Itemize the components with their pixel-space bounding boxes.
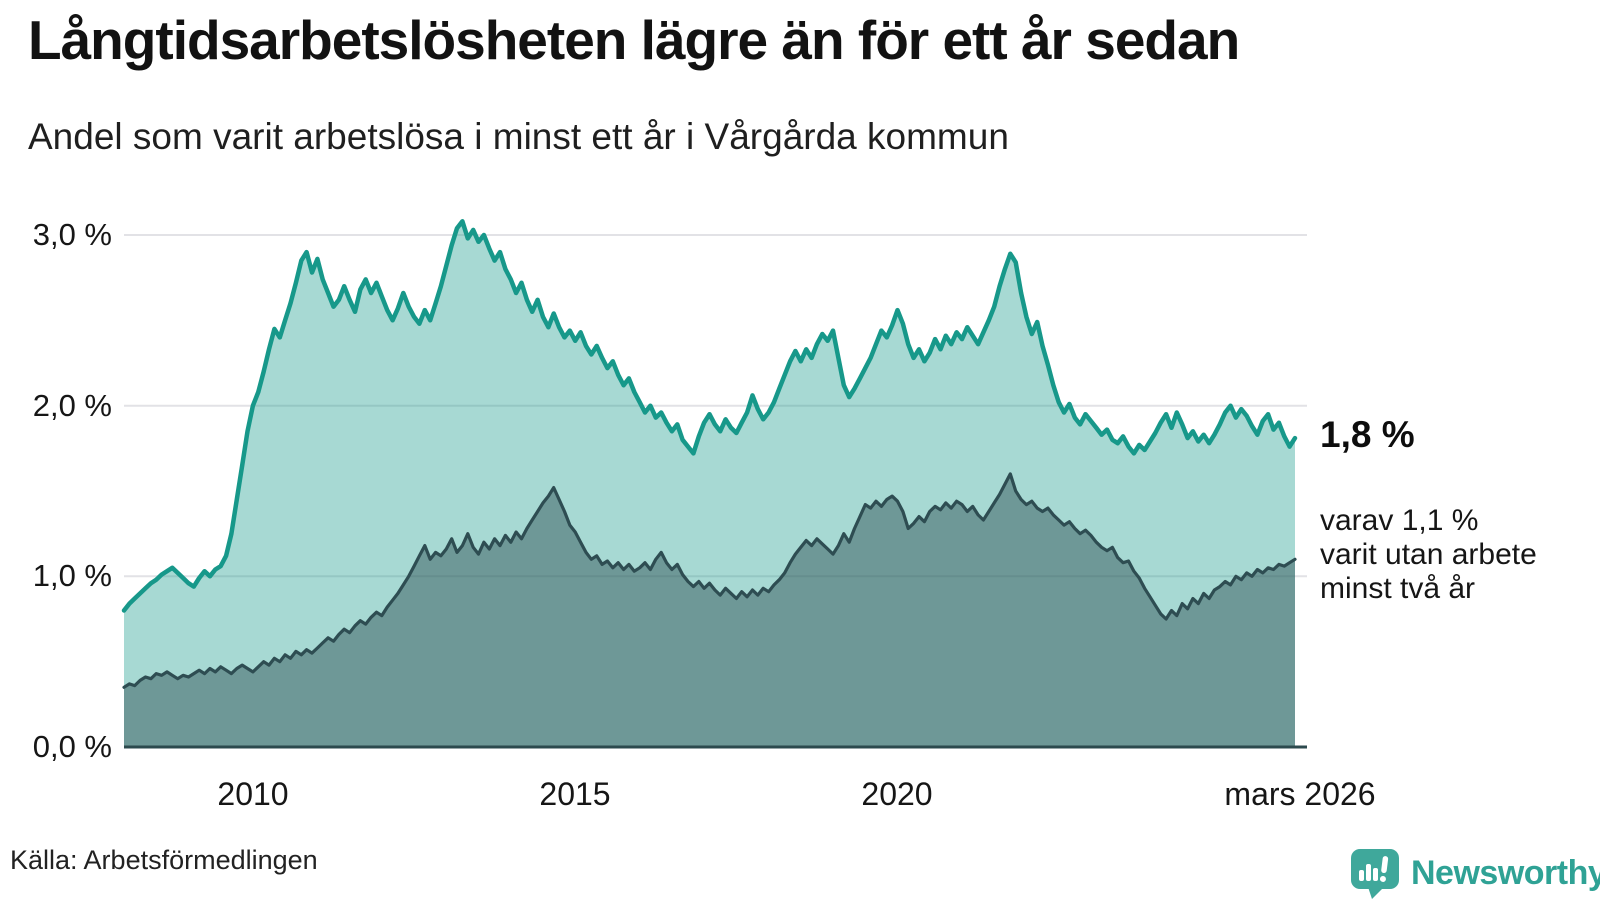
newsworthy-logo: Newsworthy <box>1348 846 1600 900</box>
y-axis-tick-2: 2,0 % <box>32 388 112 423</box>
x-axis-tick-mars-2026: mars 2026 <box>1224 776 1376 812</box>
line-two-year <box>122 472 1297 689</box>
x-axis-tick-2010: 2010 <box>217 776 289 812</box>
line-total <box>121 219 1298 613</box>
page-subtitle: Andel som varit arbetslösa i minst ett å… <box>28 116 1009 157</box>
source-attribution: Källa: Arbetsförmedlingen <box>10 845 318 875</box>
y-axis-tick-3: 3,0 % <box>32 217 112 252</box>
newsworthy-wordmark: Newsworthy <box>1411 853 1600 892</box>
page-title: Långtidsarbetslösheten lägre än för ett … <box>28 9 1240 71</box>
two-year-annotation: varav 1,1 % varit utan arbete minst två … <box>1320 504 1537 605</box>
area-total <box>124 221 1295 748</box>
y-axis-tick-1: 1,0 % <box>32 558 112 593</box>
exclamation-glyph <box>1379 856 1389 882</box>
newsworthy-speech-bubble-icon <box>1351 849 1399 899</box>
area-two-year <box>124 473 1295 747</box>
x-axis-tick-2020: 2020 <box>861 776 933 812</box>
y-axis-tick-0: 0,0 % <box>32 729 112 764</box>
x-axis-tick-2015: 2015 <box>539 776 611 812</box>
latest-value-label: 1,8 % <box>1320 414 1415 455</box>
